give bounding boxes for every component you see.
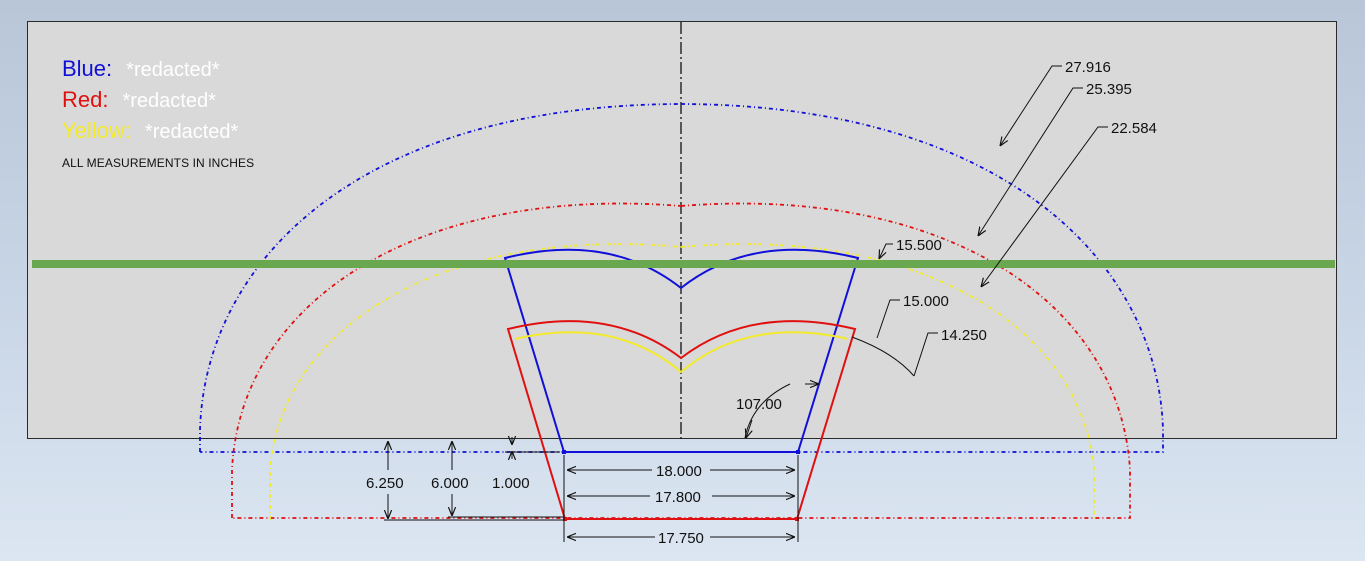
radius-label: 22.584 xyxy=(1111,120,1157,137)
height-label: 6.250 xyxy=(366,475,404,492)
radius-label: 14.250 xyxy=(941,327,987,344)
width-label: 17.800 xyxy=(655,489,701,506)
red-segment xyxy=(506,320,857,520)
units-note: ALL MEASUREMENTS IN INCHES xyxy=(62,156,255,170)
legend-value: *redacted* xyxy=(122,90,216,112)
width-label: 17.750 xyxy=(658,530,704,547)
width-label: 18.000 xyxy=(656,463,702,480)
red-outer-arc xyxy=(231,202,1131,519)
blue-outer-arc xyxy=(199,103,1164,453)
legend-item-yellow: Yellow: *redacted* xyxy=(62,116,238,147)
green-reference-line xyxy=(32,260,1335,268)
vertex xyxy=(795,517,799,521)
legend-key: Blue: xyxy=(62,56,113,81)
radius-label: 25.395 xyxy=(1086,81,1132,98)
legend-item-blue: Blue: *redacted* xyxy=(62,54,238,85)
height-label: 1.000 xyxy=(492,475,530,492)
height-label: 6.000 xyxy=(431,475,469,492)
yellow-outer-arc xyxy=(269,243,1095,520)
legend: Blue: *redacted* Red: *redacted* Yellow: *r… xyxy=(62,54,238,147)
legend-item-red: Red: *redacted* xyxy=(62,85,238,116)
blue-segment xyxy=(503,248,860,453)
radius-label: 15.000 xyxy=(903,293,949,310)
radius-dimensions xyxy=(744,65,1108,438)
legend-key: Red: xyxy=(62,87,109,112)
angle-label: 107.00 xyxy=(736,396,782,413)
radius-label: 27.916 xyxy=(1065,59,1111,76)
vertex xyxy=(796,450,800,454)
legend-value: *redacted* xyxy=(144,121,239,143)
vertex xyxy=(563,517,567,521)
height-dimensions xyxy=(384,437,564,521)
drawing-sheet xyxy=(27,21,1337,439)
radius-label: 15.500 xyxy=(896,237,942,254)
legend-value: *redacted* xyxy=(126,59,220,81)
yellow-inner-arc xyxy=(514,331,849,374)
vertex xyxy=(562,450,566,454)
width-dimensions xyxy=(563,455,799,542)
legend-key: Yellow: xyxy=(62,118,131,143)
